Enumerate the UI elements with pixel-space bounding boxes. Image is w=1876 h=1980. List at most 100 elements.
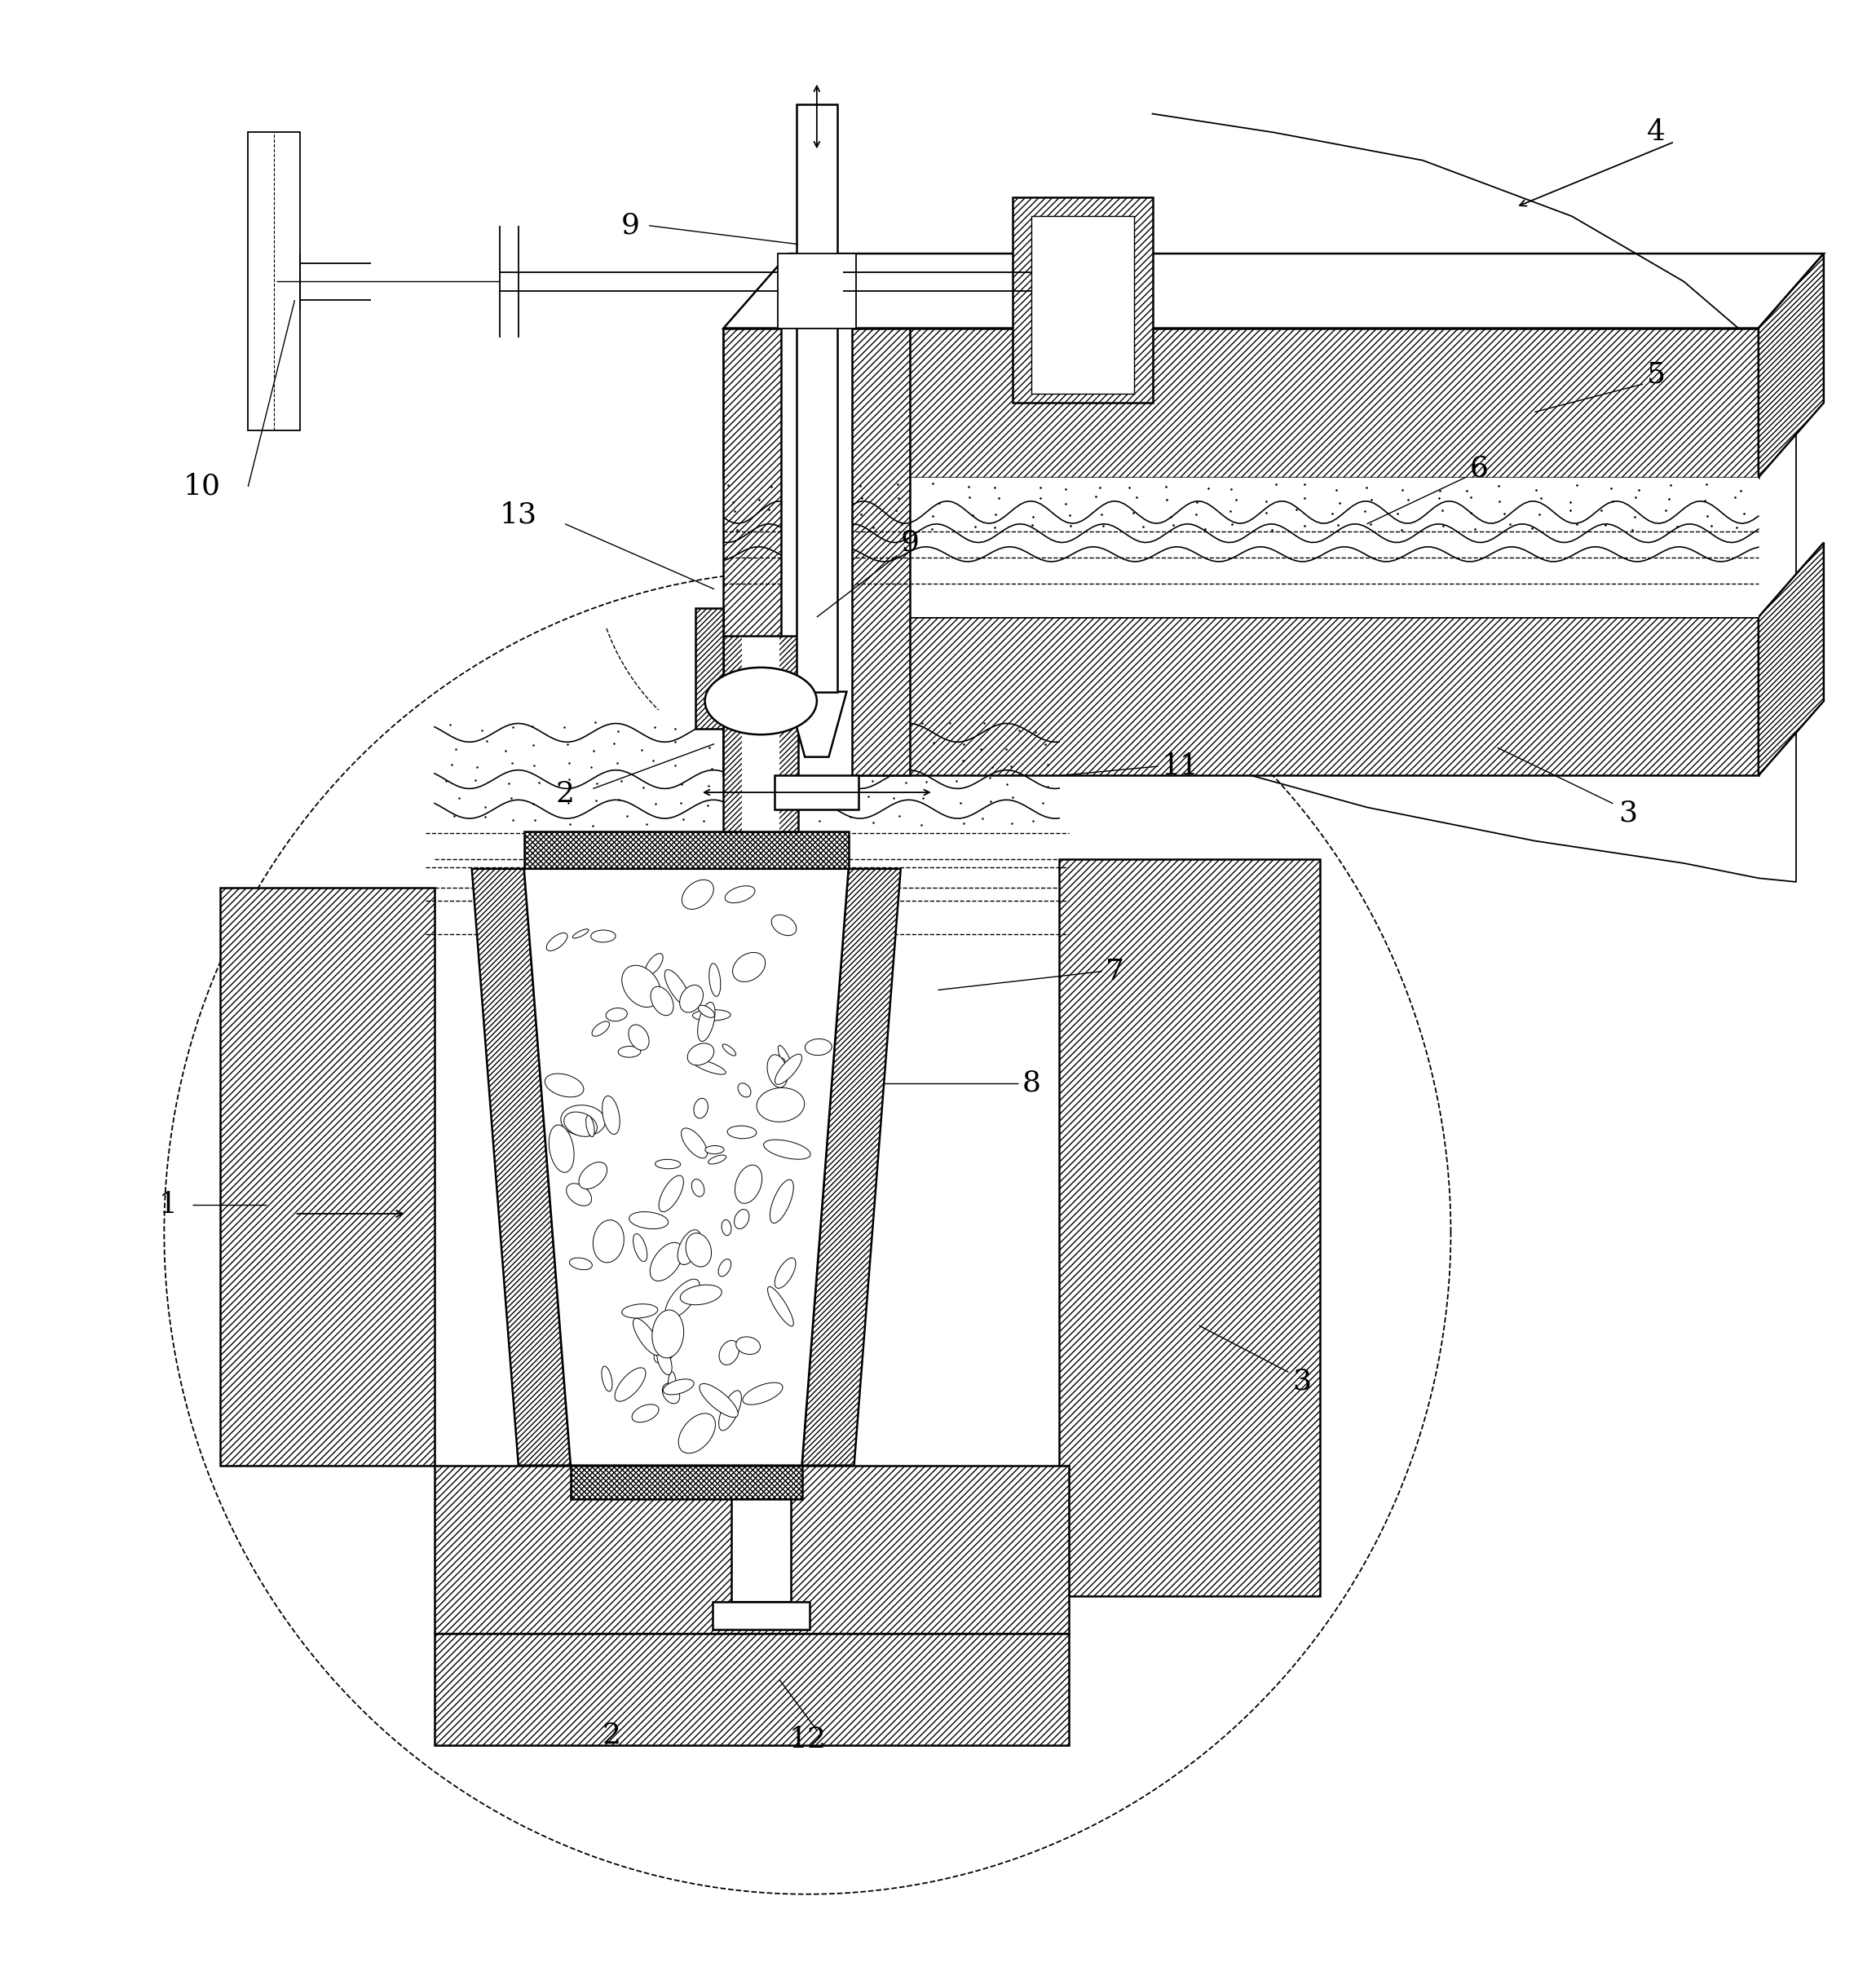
Ellipse shape xyxy=(658,1176,683,1212)
Ellipse shape xyxy=(664,970,690,1006)
Ellipse shape xyxy=(705,667,816,735)
Bar xyxy=(435,1465,1069,1634)
Ellipse shape xyxy=(764,1140,810,1160)
Ellipse shape xyxy=(735,1336,760,1354)
Ellipse shape xyxy=(591,931,615,942)
Bar xyxy=(724,618,1758,776)
Text: 8: 8 xyxy=(1022,1069,1041,1097)
Ellipse shape xyxy=(737,1083,750,1097)
Ellipse shape xyxy=(805,1040,831,1055)
Bar xyxy=(435,711,1060,832)
Bar xyxy=(797,608,825,729)
Ellipse shape xyxy=(687,1234,711,1267)
Bar xyxy=(696,608,724,729)
Ellipse shape xyxy=(681,1285,722,1305)
Text: 9: 9 xyxy=(900,529,919,556)
Ellipse shape xyxy=(657,1346,672,1374)
Ellipse shape xyxy=(692,1010,730,1022)
Ellipse shape xyxy=(544,1073,583,1097)
Ellipse shape xyxy=(692,1059,726,1075)
Ellipse shape xyxy=(767,1055,788,1087)
Ellipse shape xyxy=(679,1414,715,1453)
Bar xyxy=(219,887,435,1465)
Ellipse shape xyxy=(567,1184,591,1206)
Ellipse shape xyxy=(775,1053,801,1085)
Ellipse shape xyxy=(593,1220,625,1263)
Polygon shape xyxy=(523,869,848,1465)
Bar xyxy=(435,1465,1069,1634)
Polygon shape xyxy=(1758,253,1823,477)
Text: 3: 3 xyxy=(1619,800,1638,828)
Text: 10: 10 xyxy=(182,473,219,501)
Bar xyxy=(1060,859,1321,1596)
Ellipse shape xyxy=(681,1129,707,1158)
Bar xyxy=(248,133,300,432)
Ellipse shape xyxy=(771,915,797,935)
Bar xyxy=(724,636,797,832)
Ellipse shape xyxy=(681,879,713,909)
Ellipse shape xyxy=(775,1257,795,1289)
Bar xyxy=(1013,198,1152,402)
Ellipse shape xyxy=(651,986,673,1016)
Bar xyxy=(775,776,859,810)
Ellipse shape xyxy=(655,1344,673,1364)
Bar xyxy=(1013,198,1152,402)
Ellipse shape xyxy=(687,1043,715,1065)
Text: 3: 3 xyxy=(1293,1368,1311,1396)
Ellipse shape xyxy=(769,1057,786,1069)
Ellipse shape xyxy=(572,929,589,939)
Ellipse shape xyxy=(585,1115,595,1137)
Ellipse shape xyxy=(602,1366,612,1392)
Ellipse shape xyxy=(679,984,704,1012)
Ellipse shape xyxy=(546,933,567,950)
Bar xyxy=(724,329,1758,477)
Ellipse shape xyxy=(709,1154,726,1164)
Polygon shape xyxy=(473,869,570,1465)
Bar xyxy=(779,253,855,329)
Ellipse shape xyxy=(722,1220,732,1236)
Ellipse shape xyxy=(632,1319,660,1356)
Ellipse shape xyxy=(735,1164,762,1204)
Bar xyxy=(780,636,797,832)
Ellipse shape xyxy=(662,1380,694,1394)
Bar xyxy=(219,887,435,1465)
Ellipse shape xyxy=(550,1125,574,1172)
Ellipse shape xyxy=(709,964,720,996)
Ellipse shape xyxy=(628,1212,668,1230)
Ellipse shape xyxy=(649,1243,683,1281)
Bar xyxy=(732,1499,790,1602)
Bar xyxy=(724,329,1758,477)
Ellipse shape xyxy=(719,1390,741,1430)
Bar xyxy=(696,608,724,729)
Text: 13: 13 xyxy=(499,501,537,529)
Ellipse shape xyxy=(724,885,754,903)
Ellipse shape xyxy=(734,1210,749,1230)
Ellipse shape xyxy=(617,1045,640,1057)
Polygon shape xyxy=(1758,543,1823,776)
Bar xyxy=(795,105,837,691)
Bar xyxy=(724,329,910,776)
Ellipse shape xyxy=(570,1257,593,1269)
Ellipse shape xyxy=(593,1022,610,1036)
Bar xyxy=(724,329,910,776)
Ellipse shape xyxy=(769,1180,794,1224)
Ellipse shape xyxy=(628,1026,649,1049)
Ellipse shape xyxy=(767,1287,794,1327)
Ellipse shape xyxy=(621,1305,658,1319)
Ellipse shape xyxy=(719,1340,739,1364)
Bar xyxy=(782,327,852,778)
Ellipse shape xyxy=(632,1404,658,1422)
Text: 4: 4 xyxy=(1647,119,1666,147)
Polygon shape xyxy=(801,869,900,1465)
Ellipse shape xyxy=(662,1384,679,1404)
Text: 6: 6 xyxy=(1469,453,1488,481)
Ellipse shape xyxy=(743,1382,782,1404)
Bar xyxy=(570,1465,801,1499)
Ellipse shape xyxy=(615,1368,645,1402)
Bar xyxy=(797,608,825,729)
Ellipse shape xyxy=(692,1180,704,1196)
Ellipse shape xyxy=(719,1259,732,1277)
Text: 12: 12 xyxy=(788,1727,825,1754)
Ellipse shape xyxy=(698,1002,715,1041)
Ellipse shape xyxy=(653,1311,683,1358)
